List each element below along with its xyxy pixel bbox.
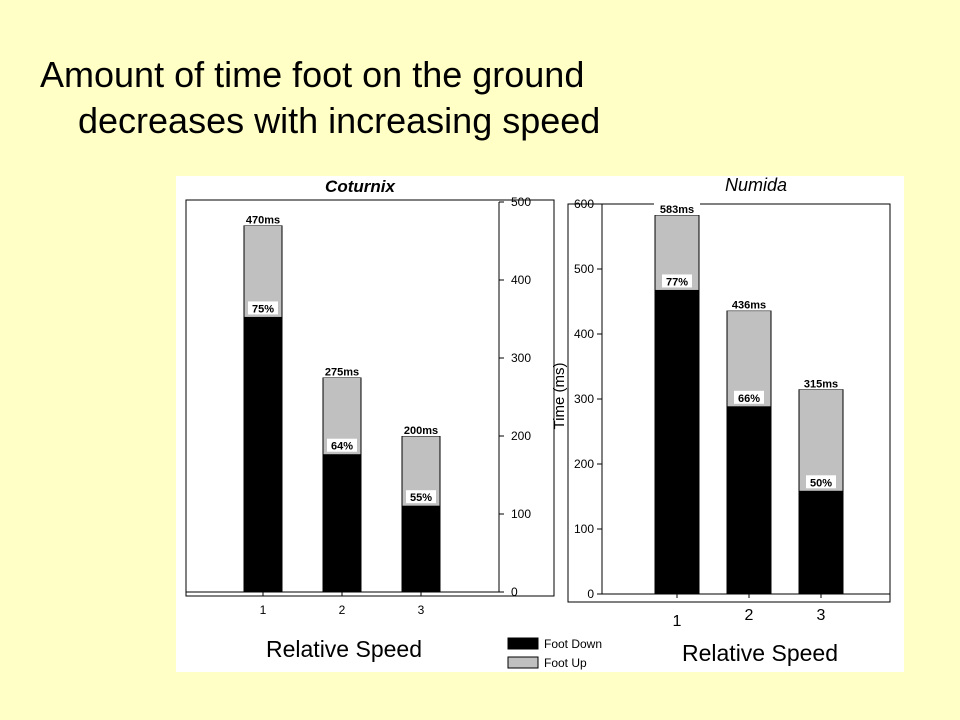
coturnix-y-tick-label: 200 <box>511 429 531 443</box>
numida-x-tick-label: 3 <box>817 607 826 624</box>
numida-y-ticks: 0 100 200 300 400 500 600 <box>574 197 602 601</box>
coturnix-total-label: 470ms <box>246 214 280 226</box>
coturnix-total-label-bg <box>319 365 365 378</box>
legend-swatch-foot-up <box>507 656 539 669</box>
numida-y-tick-label: 200 <box>574 457 594 471</box>
numida-x-tick-label: 2 <box>745 607 754 624</box>
coturnix-bar-foot-down <box>401 505 441 593</box>
coturnix-total-label: 200ms <box>404 425 438 437</box>
legend: Foot Down Foot Up <box>507 637 602 670</box>
coturnix-plot-frame <box>185 199 555 597</box>
numida-percent-label-bg <box>734 390 764 404</box>
coturnix-percent-label-bg <box>406 490 436 504</box>
coturnix-percent-label: 55% <box>410 492 432 504</box>
numida-percent-label-bg <box>806 475 836 489</box>
coturnix-bar-foot-down <box>322 454 362 593</box>
legend-label-foot-down: Foot Down <box>544 637 602 651</box>
legend-label-foot-up: Foot Up <box>544 656 587 670</box>
coturnix-y-tick-label: 400 <box>511 273 531 287</box>
numida-y-tick-label: 600 <box>574 197 594 211</box>
numida-total-label-bg <box>654 203 700 216</box>
coturnix-x-ticks: 1 2 3 <box>260 592 425 617</box>
numida-x-ticks: 1 2 3 <box>673 594 826 630</box>
numida-bar-foot-up <box>726 310 772 408</box>
coturnix-x-axis-label: Relative Speed <box>266 636 422 662</box>
coturnix-y-tick-label: 0 <box>511 585 518 599</box>
coturnix-y-tick-label: 100 <box>511 507 531 521</box>
numida-bar-foot-down <box>798 490 844 595</box>
coturnix-total-label-bg <box>398 424 444 436</box>
numida-y-tick-label: 0 <box>587 587 594 601</box>
numida-total-label: 315ms <box>804 378 838 390</box>
slide-title-line-2: decreases with increasing speed <box>78 100 601 141</box>
numida-bar-foot-down <box>726 406 772 595</box>
numida-title: Numida <box>725 176 787 195</box>
numida-bars: 583ms 77% 436ms 66% 315ms 50% <box>654 203 844 595</box>
coturnix-title: Coturnix <box>325 177 396 196</box>
numida-chart: Numida Time (ms) 0 100 200 300 400 500 600 583… <box>551 176 891 666</box>
coturnix-percent-label-bg <box>248 301 278 315</box>
coturnix-percent-label: 75% <box>252 303 274 315</box>
numida-total-label: 583ms <box>660 204 694 216</box>
numida-y-tick-label: 100 <box>574 522 594 536</box>
numida-bar-foot-up <box>798 388 844 492</box>
numida-y-axis-label: Time (ms) <box>551 363 568 430</box>
slide-title-line-1: Amount of time foot on the ground <box>40 54 585 95</box>
coturnix-x-tick-label: 2 <box>339 603 346 617</box>
slide-title: Amount of time foot on the ground decrea… <box>40 52 860 144</box>
numida-percent-label: 77% <box>666 276 688 288</box>
numida-y-tick-label: 300 <box>574 392 594 406</box>
numida-total-label: 436ms <box>732 300 766 312</box>
numida-y-tick-label: 400 <box>574 327 594 341</box>
numida-x-tick-label: 1 <box>673 613 682 630</box>
numida-percent-label-bg <box>662 274 692 288</box>
coturnix-chart: Coturnix 0 100 200 300 400 500 470ms 75% 275ms 6… <box>185 177 555 662</box>
numida-total-label-bg <box>726 298 772 311</box>
coturnix-y-tick-label: 500 <box>511 195 531 209</box>
numida-percent-label: 66% <box>738 393 760 405</box>
coturnix-bar-foot-down <box>243 316 283 593</box>
numida-percent-label: 50% <box>810 477 832 489</box>
coturnix-y-tick-label: 300 <box>511 351 531 365</box>
numida-total-label-bg <box>798 377 844 390</box>
numida-y-tick-label: 500 <box>574 262 594 276</box>
chart-svg: Coturnix 0 100 200 300 400 500 470ms 75% 275ms 6… <box>185 176 891 670</box>
numida-bar-foot-down <box>654 289 700 595</box>
coturnix-bars: 470ms 75% 275ms 64% 200ms 55% <box>240 213 444 593</box>
coturnix-total-label: 275ms <box>325 367 359 379</box>
coturnix-percent-label-bg <box>327 438 357 452</box>
coturnix-total-label-bg <box>240 213 286 226</box>
numida-plot-frame <box>567 203 891 603</box>
chart-figure: Coturnix 0 100 200 300 400 500 470ms 75% 275ms 6… <box>176 176 904 672</box>
coturnix-x-tick-label: 1 <box>260 603 267 617</box>
numida-x-axis-label: Relative Speed <box>682 640 838 666</box>
coturnix-x-tick-label: 3 <box>418 603 425 617</box>
legend-swatch-foot-down <box>507 637 539 650</box>
coturnix-y-ticks: 0 100 200 300 400 500 <box>499 195 531 599</box>
coturnix-percent-label: 64% <box>331 441 353 453</box>
